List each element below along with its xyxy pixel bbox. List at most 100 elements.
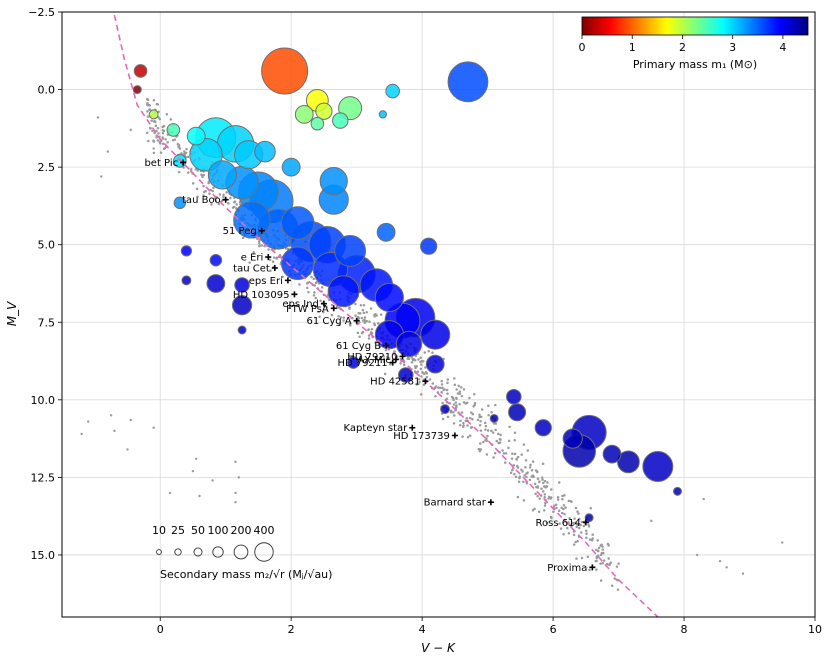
field-star-point bbox=[462, 421, 465, 425]
field-star-point bbox=[599, 579, 603, 582]
field-star-point bbox=[531, 460, 535, 463]
field-star-point bbox=[479, 429, 483, 432]
field-star-point bbox=[494, 428, 497, 432]
field-star-point bbox=[562, 504, 566, 507]
field-star-point bbox=[492, 456, 495, 459]
planet-host-marker bbox=[347, 356, 360, 369]
named-star-label: bet Pic bbox=[144, 158, 178, 169]
x-axis-label: V − K bbox=[421, 641, 456, 655]
field-star-point bbox=[499, 433, 502, 437]
field-star-point bbox=[319, 299, 322, 303]
field-star-point bbox=[591, 533, 594, 536]
field-star-point bbox=[556, 496, 560, 499]
field-star-point bbox=[260, 244, 263, 247]
field-star-point bbox=[313, 291, 316, 294]
field-star-point bbox=[486, 429, 490, 432]
field-star-point bbox=[421, 371, 424, 374]
named-star-label: HD 103095 bbox=[233, 290, 290, 301]
field-star-point bbox=[456, 392, 460, 395]
field-star-point bbox=[457, 411, 460, 414]
field-star-point bbox=[425, 372, 429, 375]
field-star-point bbox=[358, 335, 361, 339]
field-star-point bbox=[210, 203, 213, 206]
field-star-point bbox=[152, 99, 156, 102]
field-star-point bbox=[414, 366, 417, 370]
field-star-point bbox=[166, 141, 169, 144]
field-star-point bbox=[525, 475, 528, 479]
field-star-point bbox=[268, 258, 272, 261]
field-star-point bbox=[528, 466, 532, 469]
field-star-point bbox=[146, 110, 149, 113]
planet-host-marker bbox=[186, 126, 206, 146]
field-star-point bbox=[493, 452, 497, 455]
field-star-point bbox=[227, 202, 230, 205]
field-star-point bbox=[365, 311, 368, 314]
field-star-point bbox=[154, 124, 158, 128]
field-star-point bbox=[177, 170, 181, 174]
named-star-marker bbox=[582, 519, 589, 526]
y-tick-label: 12.5 bbox=[31, 471, 56, 484]
field-star-point bbox=[487, 414, 490, 417]
named-star-label: FTW PsA bbox=[286, 304, 329, 315]
field-star-point bbox=[552, 504, 556, 508]
field-star-point bbox=[153, 119, 156, 123]
field-star-point bbox=[580, 520, 584, 524]
field-star-point bbox=[252, 250, 255, 254]
field-star-point bbox=[540, 487, 543, 491]
field-star-point bbox=[187, 171, 190, 174]
colorbar-tick-label: 4 bbox=[779, 41, 786, 54]
field-star-point bbox=[549, 488, 553, 491]
planet-host-marker bbox=[425, 354, 445, 374]
field-star-point bbox=[330, 313, 334, 317]
field-star-point bbox=[161, 142, 165, 146]
field-star-point bbox=[562, 507, 565, 511]
field-star-point bbox=[180, 152, 183, 155]
named-star-label: tau Cet bbox=[233, 263, 270, 274]
field-star-point bbox=[177, 145, 180, 148]
named-star-marker bbox=[451, 432, 458, 439]
field-star-point bbox=[420, 375, 423, 378]
field-star-point bbox=[208, 192, 211, 195]
field-star-point bbox=[148, 104, 152, 107]
field-star-point bbox=[498, 437, 502, 441]
field-star-point bbox=[468, 434, 472, 437]
planet-host-marker bbox=[506, 388, 522, 405]
size-legend-marker bbox=[254, 542, 274, 562]
field-star-point bbox=[359, 304, 363, 307]
x-tick-label: 2 bbox=[288, 623, 295, 636]
field-star-point bbox=[410, 361, 414, 364]
field-star-point bbox=[552, 510, 555, 513]
field-star-point bbox=[428, 378, 432, 381]
field-star-point bbox=[169, 118, 173, 121]
field-star-point bbox=[468, 416, 472, 420]
field-star-point bbox=[455, 397, 458, 400]
field-star-point bbox=[702, 497, 705, 501]
field-star-point bbox=[434, 395, 437, 398]
field-star-point bbox=[158, 140, 162, 144]
field-star-point bbox=[418, 381, 421, 384]
planet-host-marker bbox=[132, 85, 142, 95]
field-star-point bbox=[483, 421, 487, 425]
field-star-point bbox=[373, 322, 376, 326]
planet-host-marker bbox=[447, 61, 489, 103]
field-star-point bbox=[126, 448, 129, 451]
field-star-point bbox=[446, 392, 449, 395]
field-star-point bbox=[514, 475, 518, 479]
field-star-point bbox=[497, 441, 500, 445]
field-star-point bbox=[458, 392, 461, 395]
field-star-point bbox=[158, 117, 162, 121]
field-star-point bbox=[542, 481, 545, 485]
field-star-point bbox=[459, 386, 463, 389]
field-star-point bbox=[161, 131, 165, 135]
field-star-point bbox=[389, 362, 392, 366]
field-star-point bbox=[383, 372, 387, 376]
field-star-point bbox=[543, 504, 547, 507]
field-star-point bbox=[597, 554, 600, 557]
field-star-point bbox=[314, 281, 318, 285]
field-star-point bbox=[441, 401, 444, 405]
field-star-point bbox=[479, 420, 482, 423]
field-star-point bbox=[362, 311, 366, 315]
field-star-point bbox=[452, 403, 456, 406]
field-star-point bbox=[534, 492, 537, 496]
field-star-point bbox=[457, 384, 460, 388]
